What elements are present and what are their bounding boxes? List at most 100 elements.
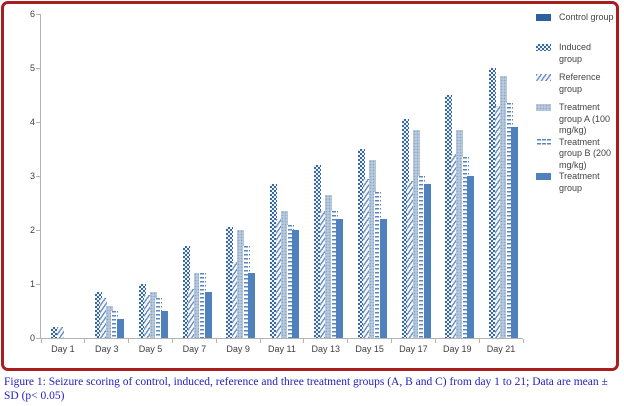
bar-treatment-group-b-200-mg-kg — [461, 157, 469, 338]
legend-item: Treatment group — [536, 171, 616, 201]
legend-swatch — [536, 14, 551, 21]
y-axis-tick — [36, 229, 40, 231]
bar-treatment-group — [467, 176, 475, 338]
bar-treatment-group-a-100-mg-kg — [412, 130, 420, 338]
x-axis-tick — [303, 339, 305, 343]
bar-reference-group — [407, 181, 415, 338]
bar-reference-group — [56, 327, 64, 338]
bar-reference-group — [144, 294, 152, 338]
bar-reference-group — [100, 297, 108, 338]
bar-treatment-group-a-100-mg-kg — [237, 230, 245, 338]
bar-treatment-group-a-100-mg-kg — [105, 305, 113, 338]
bar-reference-group — [363, 178, 371, 338]
legend-item-label: Control group — [559, 12, 614, 22]
x-category-label: Day 15 — [355, 344, 384, 354]
y-axis-tick-label: 1 — [29, 279, 35, 289]
legend-swatch — [536, 138, 551, 146]
legend: Control group Induced group Reference grou… — [536, 12, 616, 201]
y-axis-tick — [36, 13, 40, 15]
bar-induced-group — [401, 119, 409, 338]
bar-reference-group — [231, 262, 239, 338]
bar-reference-group — [450, 154, 458, 338]
x-category-label: Day 19 — [442, 344, 472, 354]
bar-group: Day 19 — [435, 14, 479, 354]
bar-group: Day 7 — [172, 14, 216, 354]
bar-induced-group — [357, 149, 365, 338]
bar-group: Day 3 — [85, 14, 129, 354]
x-category-label: Day 7 — [182, 344, 207, 354]
x-category-label: Day 13 — [311, 344, 341, 354]
y-axis-tick — [36, 337, 40, 339]
bar-group: Day 15 — [348, 14, 392, 354]
bar-reference-group — [319, 211, 327, 338]
bar-induced-group — [314, 165, 322, 338]
bar-treatment-group-b-200-mg-kg — [374, 192, 382, 338]
x-category-label: Day 5 — [138, 344, 163, 354]
bar-induced-group — [489, 68, 497, 338]
bar-treatment-group — [379, 219, 387, 338]
y-axis-tick-label: 5 — [29, 63, 35, 73]
chart-frame: Day 1 Day 3 Day 5 Day 7 Day 9 Day 11 Day 13 Day… — [1, 1, 619, 371]
legend-item-label: Reference group — [559, 72, 601, 94]
x-axis-tick — [40, 339, 42, 343]
x-axis-tick — [478, 339, 480, 343]
y-axis-tick — [36, 67, 40, 69]
legend-swatch — [536, 104, 551, 111]
bar-treatment-group — [423, 184, 431, 338]
bar-treatment-group — [160, 311, 168, 338]
bar-induced-group — [445, 95, 453, 338]
bar-induced-group — [226, 227, 234, 338]
legend-item: Treatment group A (100 mg/kg) — [536, 102, 616, 137]
x-axis-tick — [522, 339, 524, 343]
x-axis-tick — [215, 339, 217, 343]
x-axis-tick — [259, 339, 261, 343]
x-category-label: Day 17 — [399, 344, 428, 354]
bar-treatment-group — [248, 273, 256, 338]
bar-treatment-group — [511, 127, 519, 338]
bar-reference-group — [275, 219, 283, 338]
bar-group: Day 13 — [304, 14, 348, 354]
x-category-label: Day 3 — [94, 344, 119, 354]
bar-induced-group — [51, 327, 59, 338]
legend-item-label: Treatment group — [559, 171, 600, 193]
bar-treatment-group-a-100-mg-kg — [456, 130, 464, 338]
y-axis-tick-label: 0 — [29, 333, 35, 343]
y-axis-tick-label: 6 — [29, 9, 35, 19]
bar-induced-group — [270, 184, 278, 338]
y-axis-tick-label: 4 — [29, 117, 35, 127]
legend-item-label: Treatment group B (200 mg/kg) — [559, 136, 612, 170]
bar-reference-group — [494, 105, 502, 338]
bar-group: Day 1 — [41, 14, 85, 354]
x-axis-tick — [347, 339, 349, 343]
x-category-label: Day 1 — [51, 344, 75, 354]
bar-treatment-group-a-100-mg-kg — [149, 292, 157, 338]
x-axis-tick — [391, 339, 393, 343]
bar-treatment-group-a-100-mg-kg — [193, 273, 201, 338]
bar-group: Day 21 — [479, 14, 523, 354]
bar-induced-group — [138, 284, 146, 338]
bar-treatment-group-b-200-mg-kg — [155, 297, 163, 338]
x-axis-tick — [84, 339, 86, 343]
y-axis-tick — [36, 121, 40, 123]
x-axis-tick — [171, 339, 173, 343]
legend-item-label: Induced group — [559, 42, 592, 64]
plot-area: Day 1 Day 3 Day 5 Day 7 Day 9 Day 11 Day 13 Day… — [30, 9, 524, 354]
bar-group: Day 5 — [129, 14, 173, 354]
x-category-label: Day 21 — [486, 344, 516, 354]
y-axis-tick — [36, 175, 40, 177]
bar-treatment-group-b-200-mg-kg — [330, 211, 338, 338]
bar-group: Day 11 — [260, 14, 304, 354]
y-axis-tick-label: 3 — [29, 171, 35, 181]
bar-treatment-group — [116, 319, 124, 338]
x-axis-tick — [128, 339, 130, 343]
legend-item: Treatment group B (200 mg/kg) — [536, 137, 616, 172]
bar-treatment-group — [336, 219, 344, 338]
bar-treatment-group-b-200-mg-kg — [286, 224, 294, 338]
bar-reference-group — [188, 289, 196, 338]
bar-treatment-group-b-200-mg-kg — [242, 246, 250, 338]
bar-treatment-group-b-200-mg-kg — [199, 273, 207, 338]
bar-treatment-group-b-200-mg-kg — [111, 311, 119, 338]
x-category-label: Day 11 — [268, 344, 296, 354]
figure-caption: Figure 1: Seizure scoring of control, in… — [4, 376, 608, 402]
x-axis-tick — [434, 339, 436, 343]
